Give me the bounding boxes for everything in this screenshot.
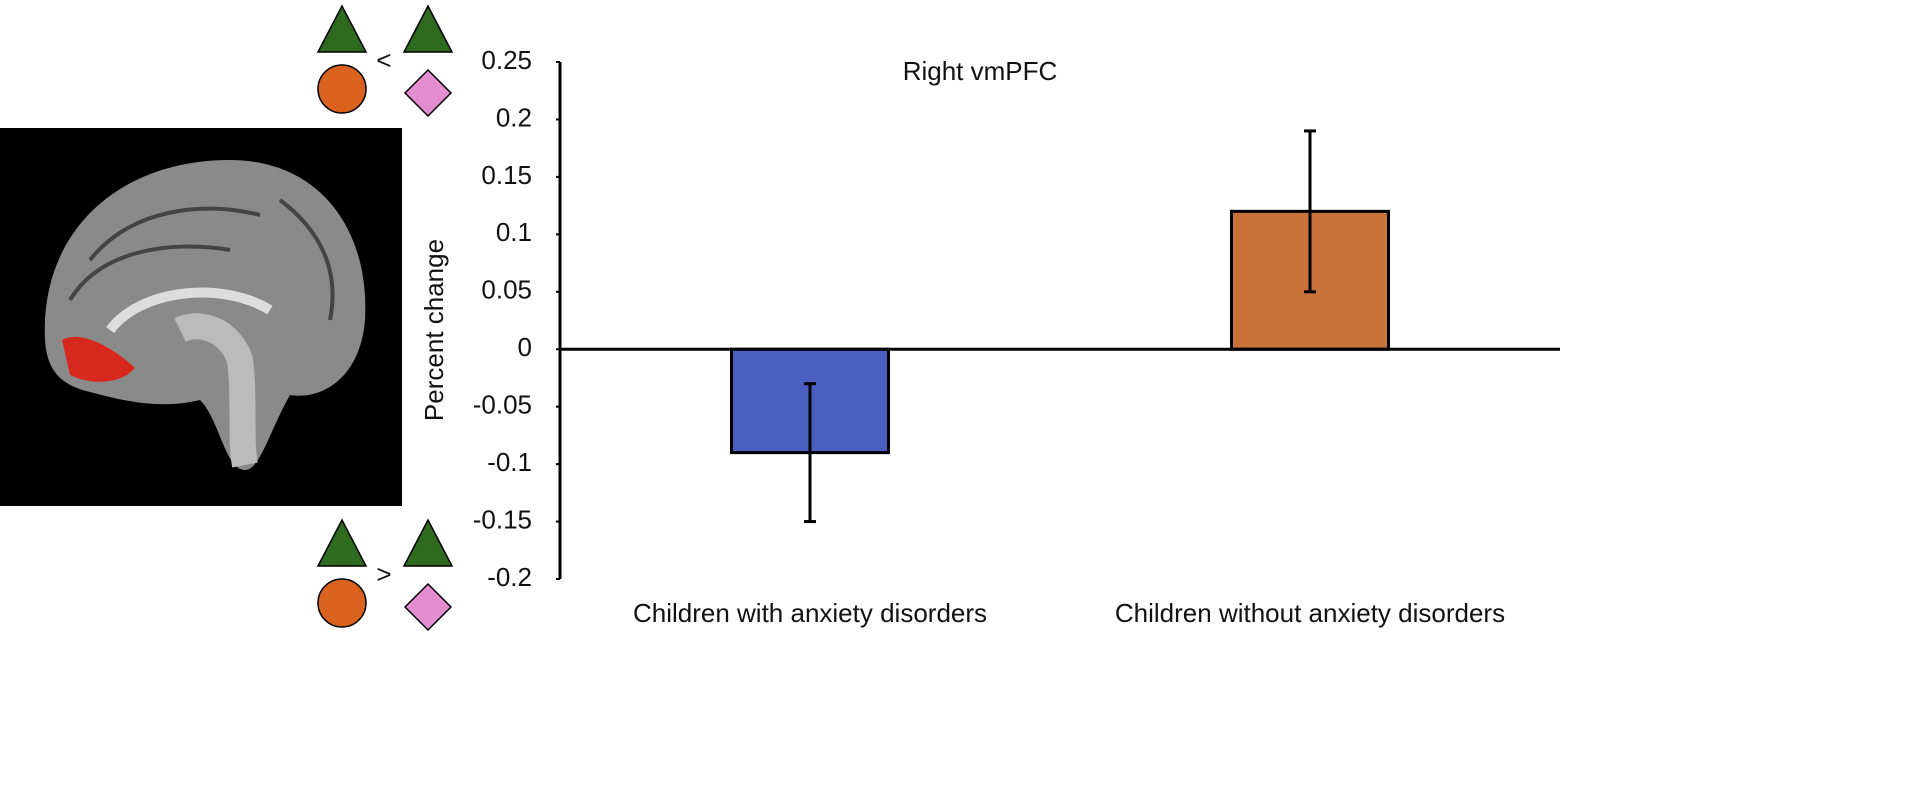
x-tick-label: Children without anxiety disorders: [1115, 598, 1505, 628]
y-tick-label: -0.15: [473, 504, 532, 534]
y-tick-label: -0.1: [487, 447, 532, 477]
comparison-symbol: <: [376, 45, 391, 75]
y-axis-label: Percent change: [419, 239, 449, 421]
comparison-symbol: >: [376, 559, 391, 589]
condition-symbols-top: <: [316, 4, 454, 118]
y-tick-label: 0.05: [481, 275, 532, 305]
y-tick-label: 0: [518, 332, 532, 362]
condition-symbols-bottom: >: [316, 518, 454, 632]
y-tick-label: 0.1: [496, 217, 532, 247]
y-tick-label: -0.05: [473, 390, 532, 420]
error-bar: [804, 382, 816, 524]
y-tick-label: 0.2: [496, 102, 532, 132]
y-tick-label: 0.15: [481, 160, 532, 190]
brain-image: [0, 128, 402, 506]
y-tick-label: 0.25: [481, 45, 532, 75]
y-tick-label: -0.2: [487, 562, 532, 592]
chart-title: Right vmPFC: [903, 56, 1058, 86]
error-bar: [1304, 129, 1316, 294]
x-tick-label: Children with anxiety disorders: [633, 598, 987, 628]
